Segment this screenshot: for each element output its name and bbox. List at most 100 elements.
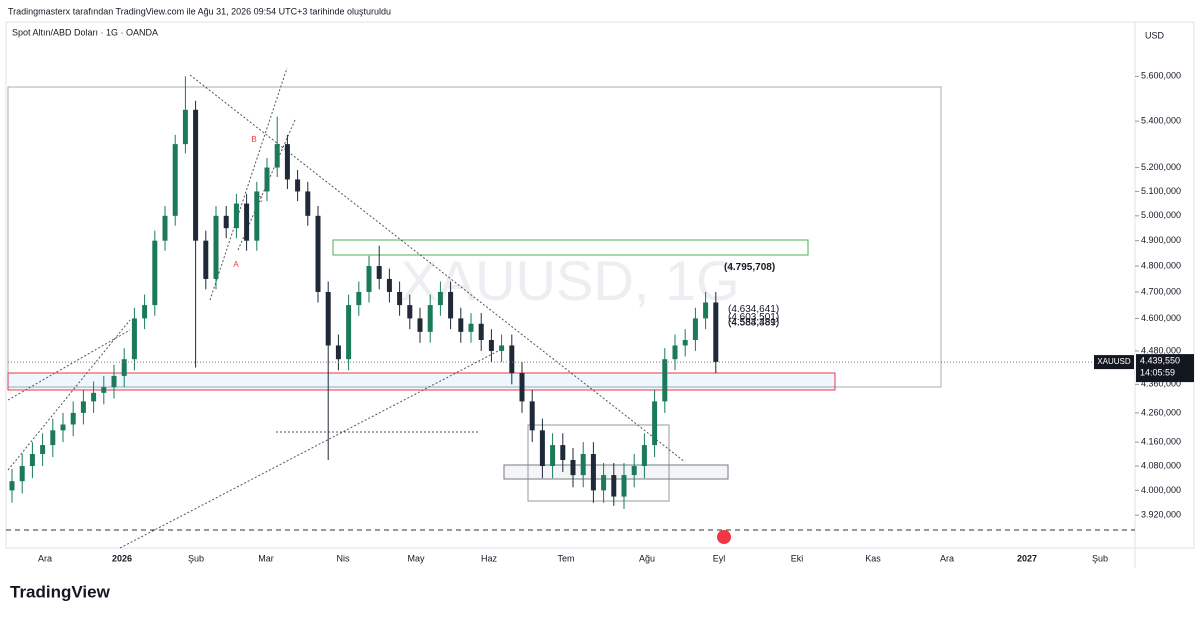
candle-body xyxy=(142,305,148,319)
trend-line xyxy=(7,319,131,471)
candle-body xyxy=(223,215,229,229)
trend-line xyxy=(209,67,288,301)
candle-body xyxy=(213,215,219,279)
y-tick-label: 4.480,000 xyxy=(1141,345,1181,355)
symbol-title: Spot Altın/ABD Doları · 1G · OANDA xyxy=(12,27,158,37)
level-label: (4.583,389) xyxy=(728,318,779,329)
candle-body xyxy=(713,302,719,362)
wave-label: B xyxy=(251,135,256,144)
trend-line xyxy=(189,74,686,463)
candle-body xyxy=(519,373,525,402)
y-tick-label: 4.900,000 xyxy=(1141,235,1181,245)
candle-body xyxy=(488,339,494,351)
level-label: (4.634,641) xyxy=(728,304,779,315)
trend-line xyxy=(119,349,501,549)
candle-body xyxy=(152,240,158,306)
candle-body xyxy=(193,109,199,241)
brand: TradingView xyxy=(10,582,111,601)
candle-body xyxy=(356,291,362,306)
candle-body xyxy=(631,466,637,476)
wave-label: A xyxy=(233,260,239,269)
x-tick-label: Şub xyxy=(1092,553,1108,563)
candle-body xyxy=(80,401,86,413)
candle-body xyxy=(60,424,66,431)
candle-body xyxy=(274,144,280,168)
candle-body xyxy=(703,302,709,319)
candle-body xyxy=(9,481,15,491)
candle-body xyxy=(662,359,668,402)
candle-body xyxy=(101,387,107,393)
candle-body xyxy=(131,318,137,360)
level-label: (4.603,501) xyxy=(728,312,779,323)
x-tick-label: May xyxy=(407,553,425,563)
wave-label: C xyxy=(257,195,263,204)
candle-body xyxy=(458,318,464,332)
candle-body xyxy=(560,445,566,460)
candle-body xyxy=(499,345,505,351)
candle-body xyxy=(427,305,433,332)
symbol-tag xyxy=(1094,355,1134,370)
x-tick-label: Eki xyxy=(791,553,804,563)
level-label: (4.795,708) xyxy=(724,262,775,273)
y-tick-label: 4.600,000 xyxy=(1141,313,1181,323)
y-tick-label: 5.100,000 xyxy=(1141,186,1181,196)
candle-body xyxy=(529,401,535,431)
candle-body xyxy=(397,291,403,306)
y-tick-label: 4.700,000 xyxy=(1141,286,1181,296)
candle-body xyxy=(448,291,454,319)
candle-body xyxy=(682,339,688,346)
candle-body xyxy=(437,291,443,306)
range-box xyxy=(527,424,670,502)
candle-body xyxy=(233,203,239,229)
x-tick-label: Kas xyxy=(865,553,881,563)
x-tick-label: 2027 xyxy=(1017,553,1037,563)
candle-body xyxy=(621,475,627,497)
candle-body xyxy=(580,454,586,476)
candle-body xyxy=(40,445,46,455)
candle-body xyxy=(182,109,188,145)
candle-body xyxy=(417,318,423,332)
y-tick-label: 5.400,000 xyxy=(1141,115,1181,125)
candle-body xyxy=(244,203,250,241)
x-tick-label: Ağu xyxy=(639,553,655,563)
candle-body xyxy=(550,445,556,467)
trend-line xyxy=(7,329,131,401)
x-tick-label: Ara xyxy=(940,553,954,563)
currency: USD xyxy=(1145,30,1165,40)
x-tick-label: Nis xyxy=(337,553,350,563)
candle-body xyxy=(172,144,178,216)
zone-box xyxy=(7,372,836,391)
candle-body xyxy=(376,266,382,279)
x-tick-label: Haz xyxy=(481,553,498,563)
countdown: 14:05:59 xyxy=(1140,367,1175,377)
symbol-tag-text: XAUUSD xyxy=(1097,357,1131,366)
candle-body xyxy=(692,318,698,340)
y-tick-label: 4.000,000 xyxy=(1141,485,1181,495)
y-tick-label: 4.800,000 xyxy=(1141,260,1181,270)
candle-body xyxy=(601,475,607,491)
candle-body xyxy=(346,305,352,360)
candle-body xyxy=(70,412,76,425)
candle-body xyxy=(305,191,311,216)
candle-body xyxy=(590,454,596,491)
candle-body xyxy=(641,445,647,467)
header: Tradingmasterx tarafından TradingView.co… xyxy=(8,6,391,16)
x-tick-label: Eyl xyxy=(713,553,726,563)
event-icon[interactable] xyxy=(717,530,731,544)
candle-body xyxy=(254,191,260,241)
y-tick-label: 5.200,000 xyxy=(1141,162,1181,172)
candle-body xyxy=(468,323,474,332)
price-tag-text: 4.439,550 xyxy=(1140,355,1180,365)
candle-body xyxy=(407,305,413,319)
candle-body xyxy=(91,392,97,402)
candle-body xyxy=(652,401,658,446)
range-box xyxy=(7,86,942,388)
candle-body xyxy=(50,430,56,446)
y-tick-label: 3.920,000 xyxy=(1141,510,1181,520)
y-tick-label: 4.160,000 xyxy=(1141,436,1181,446)
y-tick-label: 4.260,000 xyxy=(1141,407,1181,417)
y-tick-label: 4.080,000 xyxy=(1141,460,1181,470)
x-tick-label: 2026 xyxy=(112,553,132,563)
candle-body xyxy=(29,454,35,467)
